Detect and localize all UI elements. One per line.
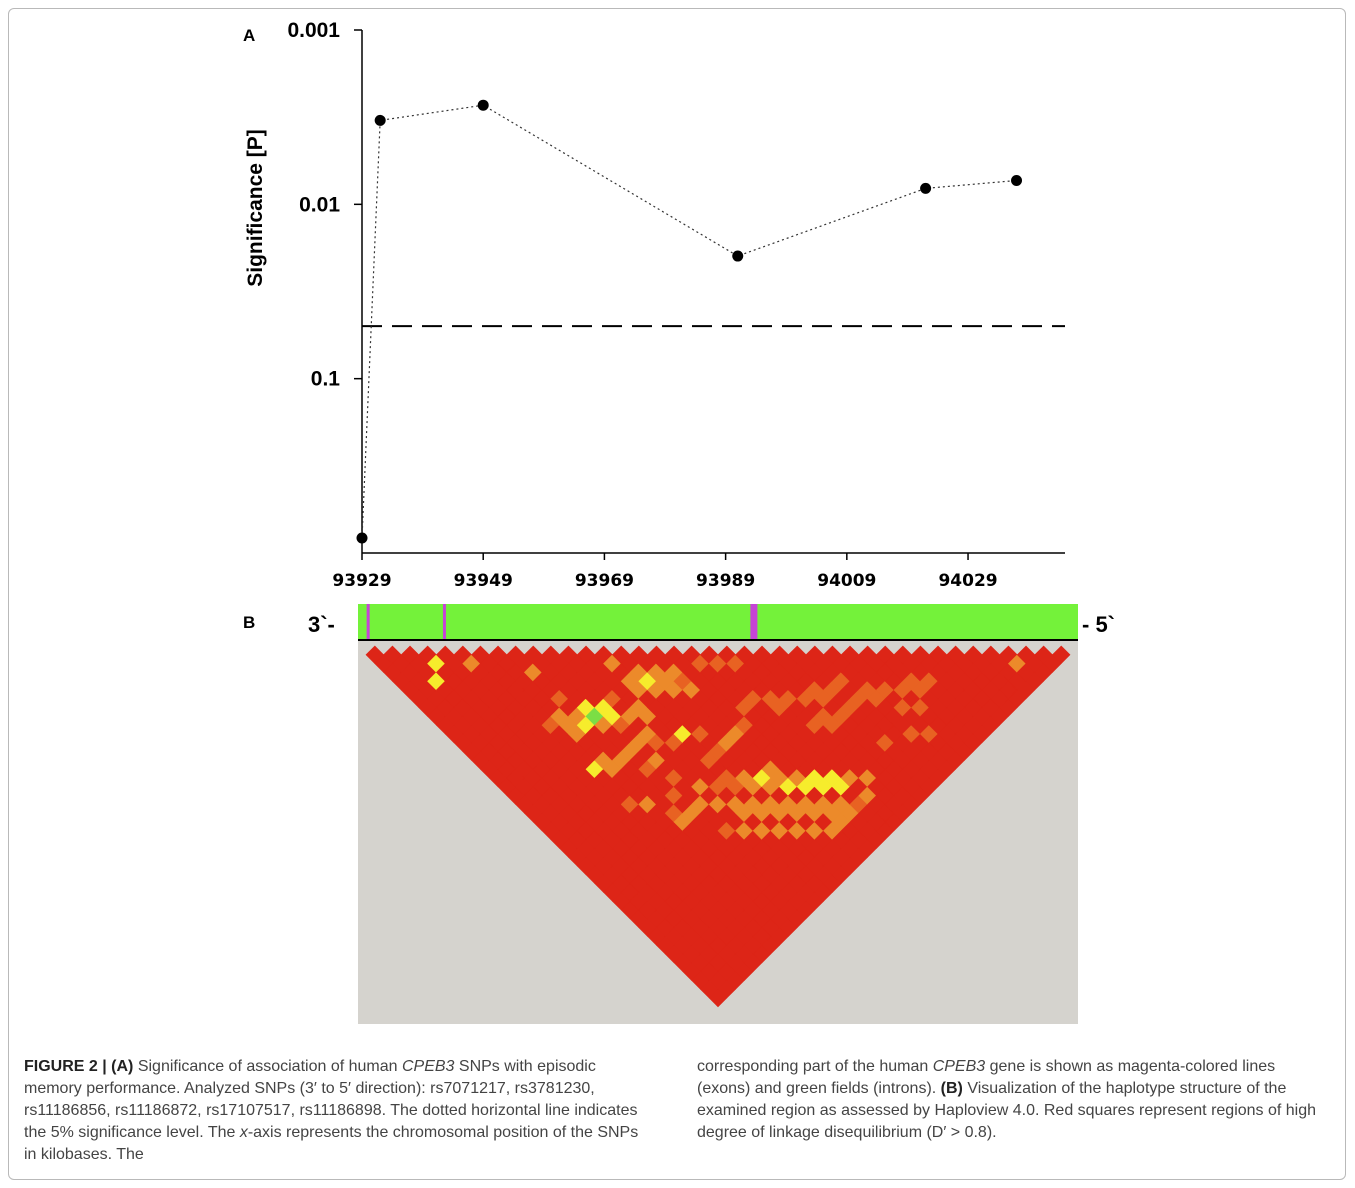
panel-b-chart: 3`- - 5` <box>308 604 1115 1024</box>
data-point-4 <box>920 182 932 194</box>
series-line <box>361 104 1017 539</box>
y-axis-label: Significance [P] <box>244 129 267 287</box>
caption-x-italic: x <box>239 1124 248 1141</box>
gene-exons <box>366 604 758 640</box>
caption-part-a-label: (A) <box>111 1058 134 1075</box>
caption-left: FIGURE 2 | (A) Significance of associati… <box>24 1056 644 1166</box>
gene-bar-introns <box>358 604 1078 640</box>
panel-a-chart: Significance [P] 0.001 0.01 0.1 93929 93949… <box>244 19 1065 591</box>
figure-frame <box>8 8 1346 1180</box>
caption-text: corresponding part of the human <box>697 1058 933 1075</box>
x-ticks: 93929 93949 93969 93989 94009 94029 <box>332 553 998 591</box>
data-points <box>356 99 1023 544</box>
x-tick-label-2: 93969 <box>575 571 634 591</box>
caption-text: Visualization of the haplotype structure… <box>697 1080 1317 1141</box>
data-point-2 <box>477 99 489 111</box>
ld-heatmap-cells <box>365 645 1071 1008</box>
x-tick-label-1: 93949 <box>454 571 513 591</box>
caption-figure-label: FIGURE 2 | <box>24 1058 112 1075</box>
data-point-3 <box>732 250 744 262</box>
caption-part-b-label: (B) <box>940 1080 963 1097</box>
x-tick-label-4: 94009 <box>817 571 876 591</box>
panel-label-b: B <box>243 613 255 632</box>
gene-label-3prime: 3`- <box>308 612 335 637</box>
gene-label-5prime: - 5` <box>1082 612 1115 637</box>
caption-gene-name: CPEB3 <box>401 1058 455 1075</box>
caption-gene-name: CPEB3 <box>932 1058 986 1075</box>
x-tick-label-5: 94029 <box>938 571 997 591</box>
y-ticks: 0.001 0.01 0.1 <box>287 19 362 391</box>
data-point-5 <box>1011 175 1023 187</box>
data-point-1 <box>374 114 386 126</box>
exon-mark-1 <box>442 604 446 640</box>
panel-label-a: A <box>243 26 255 45</box>
caption-text: -axis represents the chromosomal positio… <box>24 1124 639 1163</box>
caption-text: gene is shown as magenta-colored lines (… <box>697 1058 1276 1097</box>
exon-mark-2 <box>750 604 758 640</box>
x-tick-label-0: 93929 <box>332 571 391 591</box>
caption-right: corresponding part of the human CPEB3 ge… <box>697 1056 1317 1144</box>
y-tick-label-0: 0.001 <box>287 19 340 42</box>
exon-mark-0 <box>366 604 370 640</box>
caption-text: Significance of association of human <box>133 1058 402 1075</box>
y-tick-label-2: 0.1 <box>311 368 341 391</box>
y-tick-label-1: 0.01 <box>299 193 340 216</box>
data-point-0 <box>356 532 368 544</box>
ld-cell <box>1051 645 1071 665</box>
caption-text: SNPs with episodic memory performance. A… <box>24 1058 638 1141</box>
x-tick-label-3: 93989 <box>696 571 755 591</box>
